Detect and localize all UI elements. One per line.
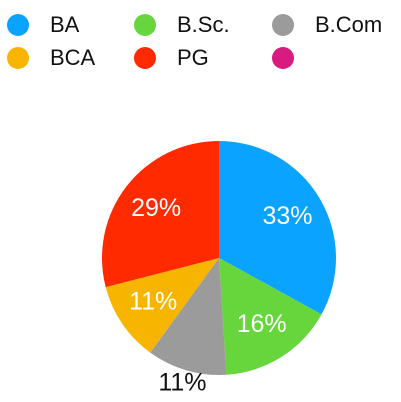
pie-slice [150,258,227,375]
legend-swatch [7,14,29,36]
legend-swatch [272,14,294,36]
slice-label: 11% [129,287,177,315]
legend-label: BCA [50,45,96,70]
legend-label: BA [50,12,80,37]
slice-label: 29% [131,194,181,222]
slice-label: 16% [237,310,287,338]
legend-swatch [134,47,156,69]
pie: 33% 16% 11% 11% 29% [102,141,337,396]
legend-swatch [272,47,294,69]
pie-slice [102,141,219,288]
pie-slice [219,141,337,315]
slice-label: 33% [262,202,312,230]
pie-slice [219,258,322,375]
legend: BA B.Sc. B.Com BCA PG [7,12,382,70]
legend-label: B.Com [315,12,382,37]
legend-swatch [134,14,156,36]
legend-label: PG [177,45,209,70]
pie-slice [105,258,219,353]
legend-swatch [7,47,29,69]
slice-label: 11% [158,368,206,396]
legend-label: B.Sc. [177,12,230,37]
